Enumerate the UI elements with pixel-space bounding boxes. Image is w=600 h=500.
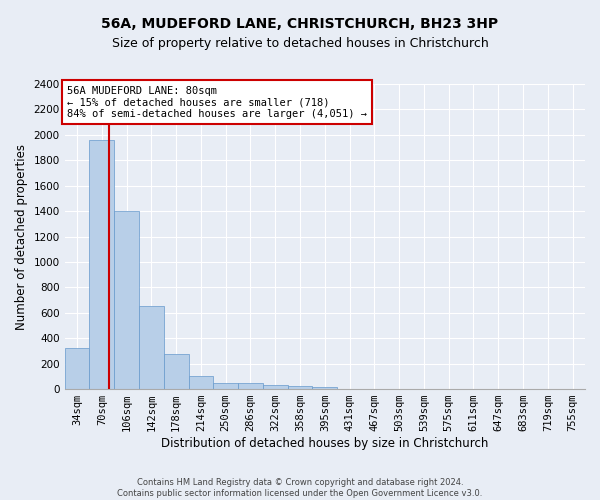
- Bar: [139, 306, 164, 389]
- Bar: [214, 382, 238, 389]
- Y-axis label: Number of detached properties: Number of detached properties: [15, 144, 28, 330]
- Text: 56A MUDEFORD LANE: 80sqm
← 15% of detached houses are smaller (718)
84% of semi-: 56A MUDEFORD LANE: 80sqm ← 15% of detach…: [67, 86, 367, 118]
- Text: 56A, MUDEFORD LANE, CHRISTCHURCH, BH23 3HP: 56A, MUDEFORD LANE, CHRISTCHURCH, BH23 3…: [101, 18, 499, 32]
- Text: Contains HM Land Registry data © Crown copyright and database right 2024.
Contai: Contains HM Land Registry data © Crown c…: [118, 478, 482, 498]
- Bar: [263, 384, 287, 389]
- Bar: [89, 140, 114, 389]
- Text: Size of property relative to detached houses in Christchurch: Size of property relative to detached ho…: [112, 38, 488, 51]
- Bar: [313, 386, 337, 389]
- Bar: [238, 384, 263, 389]
- X-axis label: Distribution of detached houses by size in Christchurch: Distribution of detached houses by size …: [161, 437, 488, 450]
- Bar: [65, 348, 89, 389]
- Bar: [188, 376, 214, 389]
- Bar: [287, 386, 313, 389]
- Bar: [164, 354, 188, 389]
- Bar: [114, 211, 139, 389]
